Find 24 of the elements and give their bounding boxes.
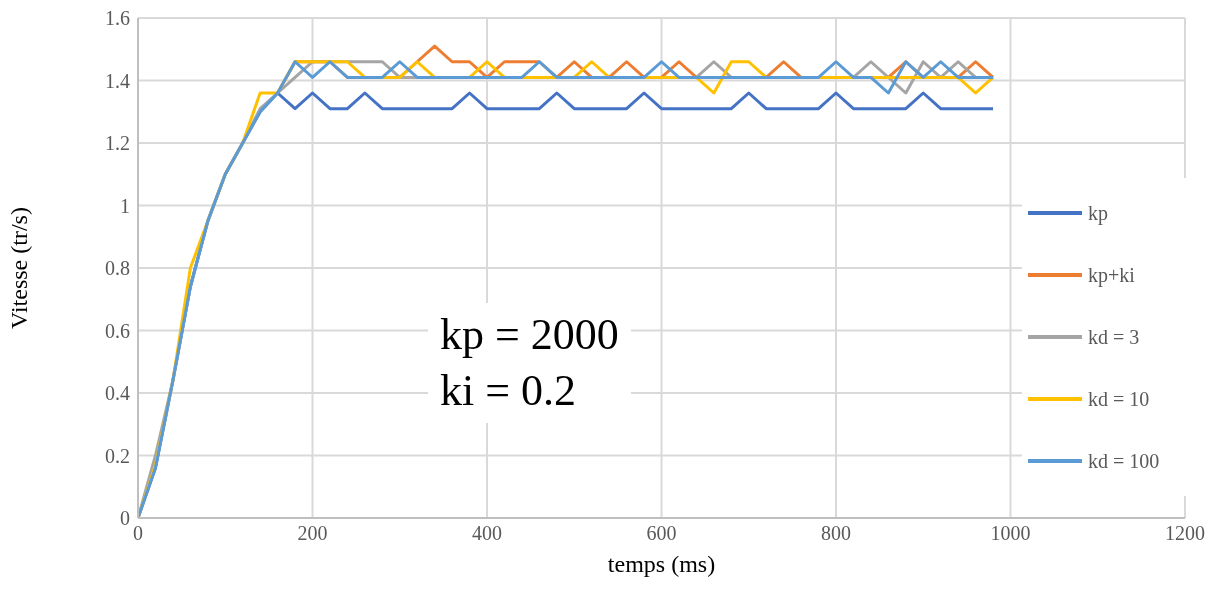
y-tick-label: 1.4 [105,69,130,92]
x-tick-label: 400 [472,522,502,545]
y-tick-label: 0.8 [105,257,130,280]
x-tick-label: 600 [646,522,677,545]
y-tick-label: 1.2 [105,132,130,155]
y-tick-label: 0 [120,507,130,530]
x-tick-label: 1000 [990,522,1031,545]
y-tick-label: 0.6 [105,319,130,342]
y-tick-label: 0.4 [105,382,130,405]
y-tick-label: 1 [120,194,130,217]
x-tick-label: 1200 [1165,522,1205,545]
x-tick-label: 200 [297,522,328,545]
x-axis-title: temps (ms) [607,551,716,577]
legend-label: kd = 100 [1088,449,1160,473]
y-axis-title: Vitesse (tr/s) [5,207,32,329]
x-tick-label: 800 [821,522,851,545]
legend-label: kd = 10 [1088,387,1150,411]
annotation: ki = 0.2 [440,365,578,417]
legend-label: kp+ki [1088,263,1135,287]
legend-label: kd = 3 [1088,325,1140,349]
y-tick-label: 0.2 [105,444,130,467]
annotation: kp = 2000 [440,309,619,361]
y-tick-label: 1.6 [105,7,130,30]
legend-label: kp [1088,201,1108,225]
